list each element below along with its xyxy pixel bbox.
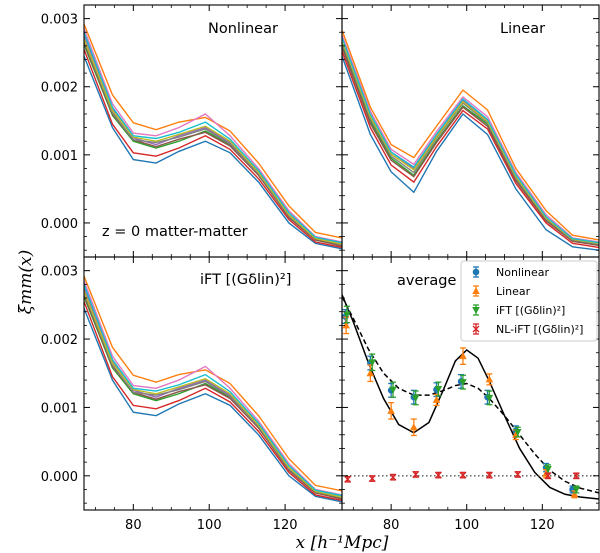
- y-axis-label: ξmm(x): [16, 250, 36, 314]
- y-tick-label: 0.001: [41, 149, 78, 164]
- panels-group: Nonlinear z = 0 matter-matter Linear iFT [(…: [83, 4, 600, 511]
- y-tick-label: 0.002: [41, 81, 78, 96]
- series-line: [84, 290, 342, 498]
- plot-area-ift: [84, 275, 342, 503]
- data-point: [544, 465, 552, 473]
- legend-box: [460, 260, 598, 342]
- x-tick-label: 100: [454, 518, 479, 533]
- plot-area-nonlinear: [84, 23, 342, 250]
- series-line: [84, 301, 342, 502]
- panel-average: average Nonlinear Linear iFT [(Gδlin)²] NL-i…: [341, 256, 600, 511]
- data-point: [412, 470, 420, 478]
- series-line: [84, 31, 342, 244]
- data-point: [485, 394, 494, 402]
- legend: Nonlinear Linear iFT [(Gδlin)²] NL-iFT [(Gδ…: [460, 260, 598, 342]
- tick-labels: 0.000 0.001 0.002 0.003 0.000 0.001 0.002 0.003…: [41, 13, 555, 533]
- y-tick-label: 0.003: [41, 265, 78, 280]
- legend-entry-label: NL-iFT [(Gδlin)²]: [496, 323, 583, 336]
- panel-label-nonlinear: Nonlinear: [208, 21, 278, 37]
- data-point: [343, 311, 351, 319]
- data-point: [472, 307, 480, 314]
- solid-model-curve: [342, 294, 599, 500]
- series-line: [342, 37, 599, 244]
- series-line: [342, 46, 599, 247]
- data-point: [432, 395, 441, 403]
- panel-ift: iFT [(Gδlin)²]: [83, 256, 343, 511]
- panel-label-average: average: [397, 273, 456, 289]
- data-point: [485, 471, 493, 479]
- panel-note: z = 0 matter-matter: [102, 224, 248, 240]
- data-point: [472, 287, 480, 294]
- series-line: [84, 308, 342, 503]
- dashed-model-curve: [342, 296, 599, 494]
- panel-frame: [341, 256, 600, 511]
- series-line: [342, 51, 599, 249]
- panel-label-ift: iFT [(Gδlin)²]: [200, 272, 291, 288]
- data-point: [572, 472, 580, 480]
- data-point: [368, 359, 377, 367]
- data-point: [514, 470, 522, 478]
- data-point: [434, 385, 443, 393]
- panel-nonlinear: Nonlinear z = 0 matter-matter: [83, 4, 343, 258]
- x-tick-label: 80: [383, 518, 400, 533]
- data-point: [366, 369, 375, 377]
- data-point: [434, 471, 442, 479]
- series-line: [84, 284, 342, 497]
- series-line: [84, 55, 342, 250]
- series-line: [84, 49, 342, 249]
- data-point: [472, 268, 480, 276]
- y-tick-label: 0.003: [41, 13, 78, 28]
- plot-area-average: [342, 294, 599, 500]
- data-point: [342, 321, 350, 329]
- data-point: [389, 473, 397, 481]
- y-tick-label: 0.002: [41, 333, 78, 348]
- y-tick-label: 0.000: [41, 217, 78, 232]
- x-axis-label: x [h⁻¹Mpc]: [296, 533, 389, 553]
- x-tick-label: 120: [273, 518, 298, 533]
- data-point: [344, 475, 352, 483]
- series-line: [84, 23, 342, 239]
- series-line: [342, 42, 599, 245]
- data-point: [389, 386, 397, 394]
- panel-linear: Linear: [341, 4, 600, 258]
- series-line: [342, 40, 599, 245]
- legend-entry-label: iFT [(Gδlin)²]: [496, 304, 565, 317]
- data-point: [459, 352, 467, 360]
- legend-entry-label: Nonlinear: [496, 266, 550, 279]
- data-point: [570, 490, 579, 498]
- series-line: [84, 280, 342, 496]
- series-line: [342, 34, 599, 243]
- series-line: [84, 275, 342, 492]
- data-point: [459, 379, 467, 387]
- legend-entry-label: Linear: [496, 285, 531, 298]
- y-tick-label: 0.001: [41, 401, 78, 416]
- data-point: [459, 471, 467, 479]
- data-point: [472, 325, 480, 333]
- series-line: [342, 55, 599, 251]
- data-point: [572, 486, 581, 494]
- data-point: [513, 429, 522, 437]
- data-point: [368, 475, 376, 483]
- x-tick-label: 120: [530, 518, 555, 533]
- data-point: [387, 406, 395, 414]
- series-line: [342, 29, 599, 241]
- data-point: [485, 375, 494, 383]
- data-point: [410, 423, 418, 431]
- data-point: [411, 394, 420, 402]
- series-line: [84, 38, 342, 245]
- panel-label-linear: Linear: [500, 21, 545, 37]
- series-line: [84, 28, 342, 243]
- data-point: [544, 472, 552, 480]
- plot-area-linear: [342, 29, 599, 251]
- x-tick-label: 100: [197, 518, 222, 533]
- x-tick-label: 80: [125, 518, 142, 533]
- y-tick-label: 0.000: [41, 470, 78, 485]
